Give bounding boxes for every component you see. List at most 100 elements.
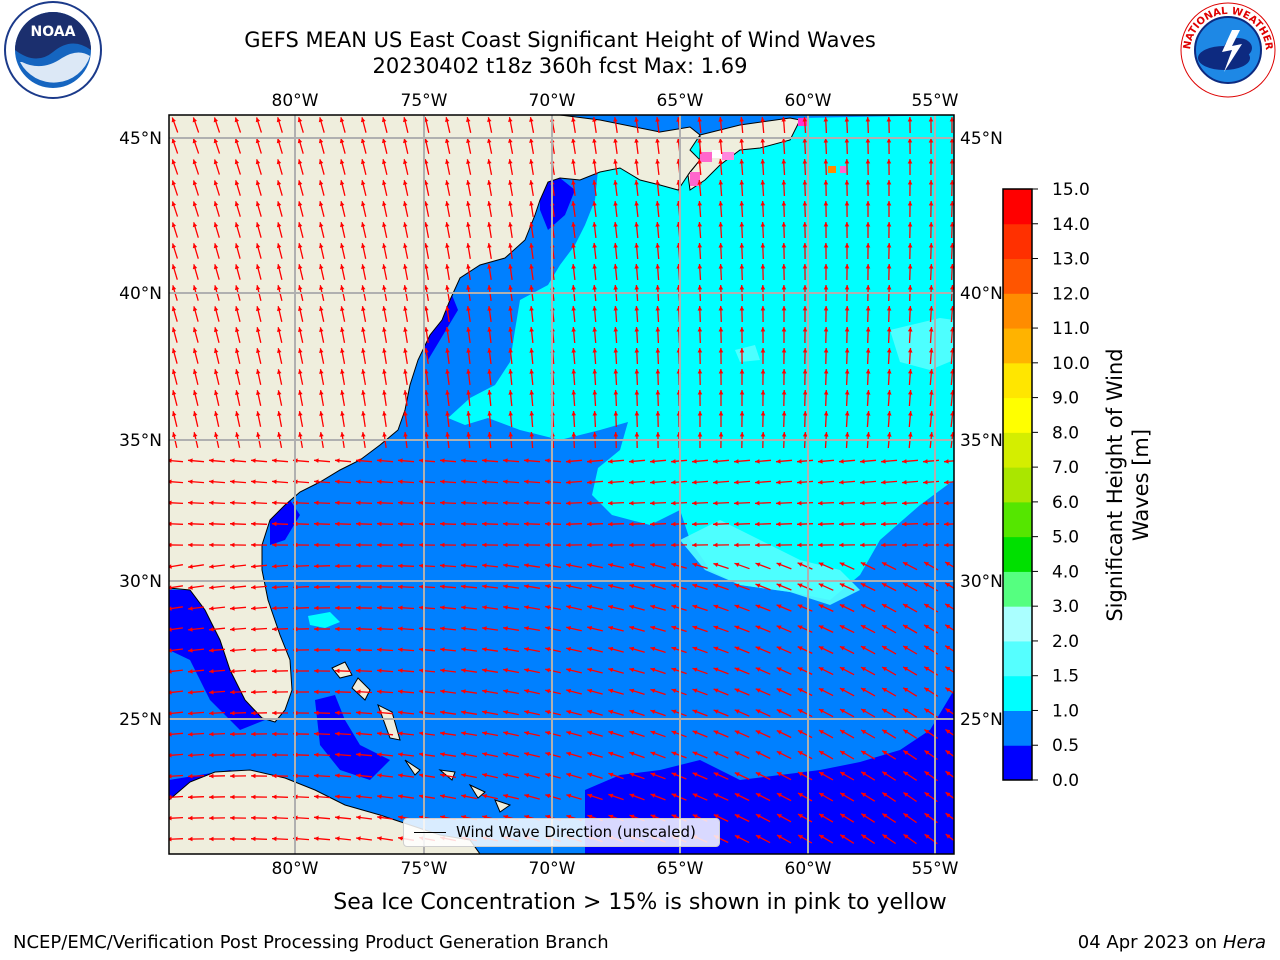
- wave-direction-arrowhead: [482, 542, 487, 548]
- wave-direction-arrowhead: [924, 604, 930, 609]
- wave-direction-arrowhead: [718, 180, 723, 185]
- wave-direction-arrowhead: [861, 709, 867, 714]
- wave-direction-arrowhead: [613, 264, 618, 269]
- wave-direction-arrowhead: [802, 117, 807, 122]
- wave-direction-arrowhead: [319, 432, 324, 437]
- wave-direction-arrowhead: [608, 521, 613, 527]
- wave-direction-arrowhead: [697, 138, 702, 143]
- wave-direction-arrowhead: [613, 159, 618, 164]
- wave-direction-arrowhead: [908, 390, 913, 395]
- wave-direction-arrowhead: [192, 180, 198, 186]
- wave-direction-arrowhead: [209, 479, 214, 484]
- wave-direction-arrowhead: [655, 222, 660, 227]
- wave-direction-arrowhead: [381, 117, 387, 123]
- wave-direction-arrowhead: [298, 369, 303, 374]
- wave-direction-arrowhead: [277, 411, 282, 416]
- wave-direction-arrowhead: [398, 605, 403, 611]
- wave-direction-arrowhead: [297, 159, 303, 165]
- wave-direction-arrowhead: [629, 667, 635, 673]
- wave-direction-arrowhead: [234, 201, 240, 207]
- wave-direction-arrowhead: [403, 306, 408, 311]
- wave-direction-arrowhead: [760, 180, 766, 185]
- wave-direction-arrowhead: [798, 772, 803, 777]
- wave-direction-arrowhead: [503, 479, 508, 484]
- wave-direction-arrowhead: [571, 264, 576, 269]
- wave-direction-arrowhead: [445, 411, 450, 416]
- wave-direction-arrowhead: [272, 689, 277, 695]
- wave-direction-arrowhead: [503, 563, 508, 568]
- wave-direction-arrowhead: [314, 815, 319, 820]
- wave-direction-arrowhead: [440, 500, 445, 506]
- wave-direction-arrowhead: [419, 458, 424, 463]
- wave-direction-arrowhead: [251, 668, 256, 674]
- wave-direction-arrowhead: [524, 479, 529, 484]
- wave-direction-arrowhead: [209, 731, 214, 737]
- wave-direction-arrowhead: [545, 710, 551, 715]
- wave-direction-arrowhead: [466, 390, 471, 395]
- wave-direction-arrowhead: [776, 459, 781, 464]
- wave-direction-arrowhead: [882, 646, 887, 651]
- wave-direction-arrowhead: [209, 710, 214, 716]
- wave-direction-arrowhead: [823, 159, 829, 164]
- wave-region-0-0.5m-se: [585, 690, 954, 854]
- colorbar-segment: [1003, 501, 1032, 538]
- wave-direction-arrowhead: [171, 390, 177, 396]
- wave-direction-arrowhead: [445, 159, 450, 164]
- wave-direction-arrowhead: [272, 521, 277, 527]
- wave-direction-arrowhead: [466, 411, 471, 416]
- wave-direction-arrowhead: [314, 689, 319, 695]
- colorbar-segment: [1003, 710, 1032, 746]
- lat-label: 40°N: [960, 284, 1003, 304]
- wave-direction-arrowhead: [802, 138, 808, 143]
- wave-direction-arrowhead: [865, 285, 871, 290]
- wave-direction-arrowhead: [466, 285, 471, 290]
- wave-direction-arrowhead: [613, 180, 618, 185]
- wave-direction-arrowhead: [230, 710, 235, 716]
- wave-direction-arrowhead: [209, 521, 214, 527]
- wave-direction-arrowhead: [929, 432, 934, 437]
- wave-direction-arrowhead: [587, 772, 593, 778]
- wave-direction-arrowhead: [377, 584, 382, 590]
- wave-direction-arrowhead: [440, 584, 445, 589]
- wave-direction-arrowhead: [482, 500, 487, 506]
- wave-direction-arrowhead: [398, 626, 403, 631]
- wave-direction-arrowhead: [760, 390, 766, 395]
- wave-direction-arrowhead: [356, 710, 361, 715]
- wave-direction-arrowhead: [382, 306, 387, 311]
- wave-direction-arrowhead: [487, 201, 492, 206]
- wave-direction-arrowhead: [781, 138, 786, 143]
- wave-direction-arrowhead: [272, 542, 277, 548]
- wave-direction-arrowhead: [524, 710, 529, 715]
- wave-direction-arrowhead: [571, 327, 576, 332]
- wave-direction-arrowhead: [797, 500, 802, 506]
- wave-direction-arrowhead: [235, 327, 240, 333]
- wave-region-0-0.5m-gulf: [169, 590, 265, 730]
- colorbar-frame: [1002, 188, 1033, 781]
- wave-direction-arrowhead: [781, 201, 787, 206]
- wave-direction-arrowhead: [340, 243, 345, 248]
- wave-direction-arrowhead: [734, 625, 740, 630]
- wave-direction-arrowhead: [844, 159, 850, 164]
- wave-direction-arrowhead: [335, 689, 340, 695]
- wave-direction-arrowhead: [903, 604, 908, 609]
- wave-direction-arrowhead: [697, 327, 703, 332]
- wave-direction-arrowhead: [865, 243, 871, 248]
- wave-direction-arrowhead: [545, 521, 550, 527]
- wave-direction-arrowhead: [865, 201, 871, 206]
- wave-direction-arrowhead: [213, 201, 219, 207]
- wave-direction-arrowhead: [335, 794, 340, 799]
- wave-direction-arrowhead: [213, 264, 219, 270]
- wave-direction-arrowhead: [529, 180, 534, 185]
- wave-direction-arrowhead: [440, 731, 445, 736]
- wave-direction-arrowhead: [718, 369, 724, 374]
- wave-direction-arrowhead: [340, 264, 345, 269]
- wave-direction-arrowhead: [361, 369, 366, 374]
- wave-direction-arrowhead: [251, 521, 256, 527]
- wave-direction-arrowhead: [818, 625, 824, 630]
- wave-direction-arrowhead: [192, 138, 197, 144]
- wave-direction-arrowhead: [314, 836, 319, 841]
- wave-direction-arrowhead: [335, 836, 340, 841]
- wave-direction-arrowhead: [508, 390, 513, 395]
- wave-direction-arrowhead: [482, 605, 487, 610]
- wave-direction-arrowhead: [845, 432, 850, 437]
